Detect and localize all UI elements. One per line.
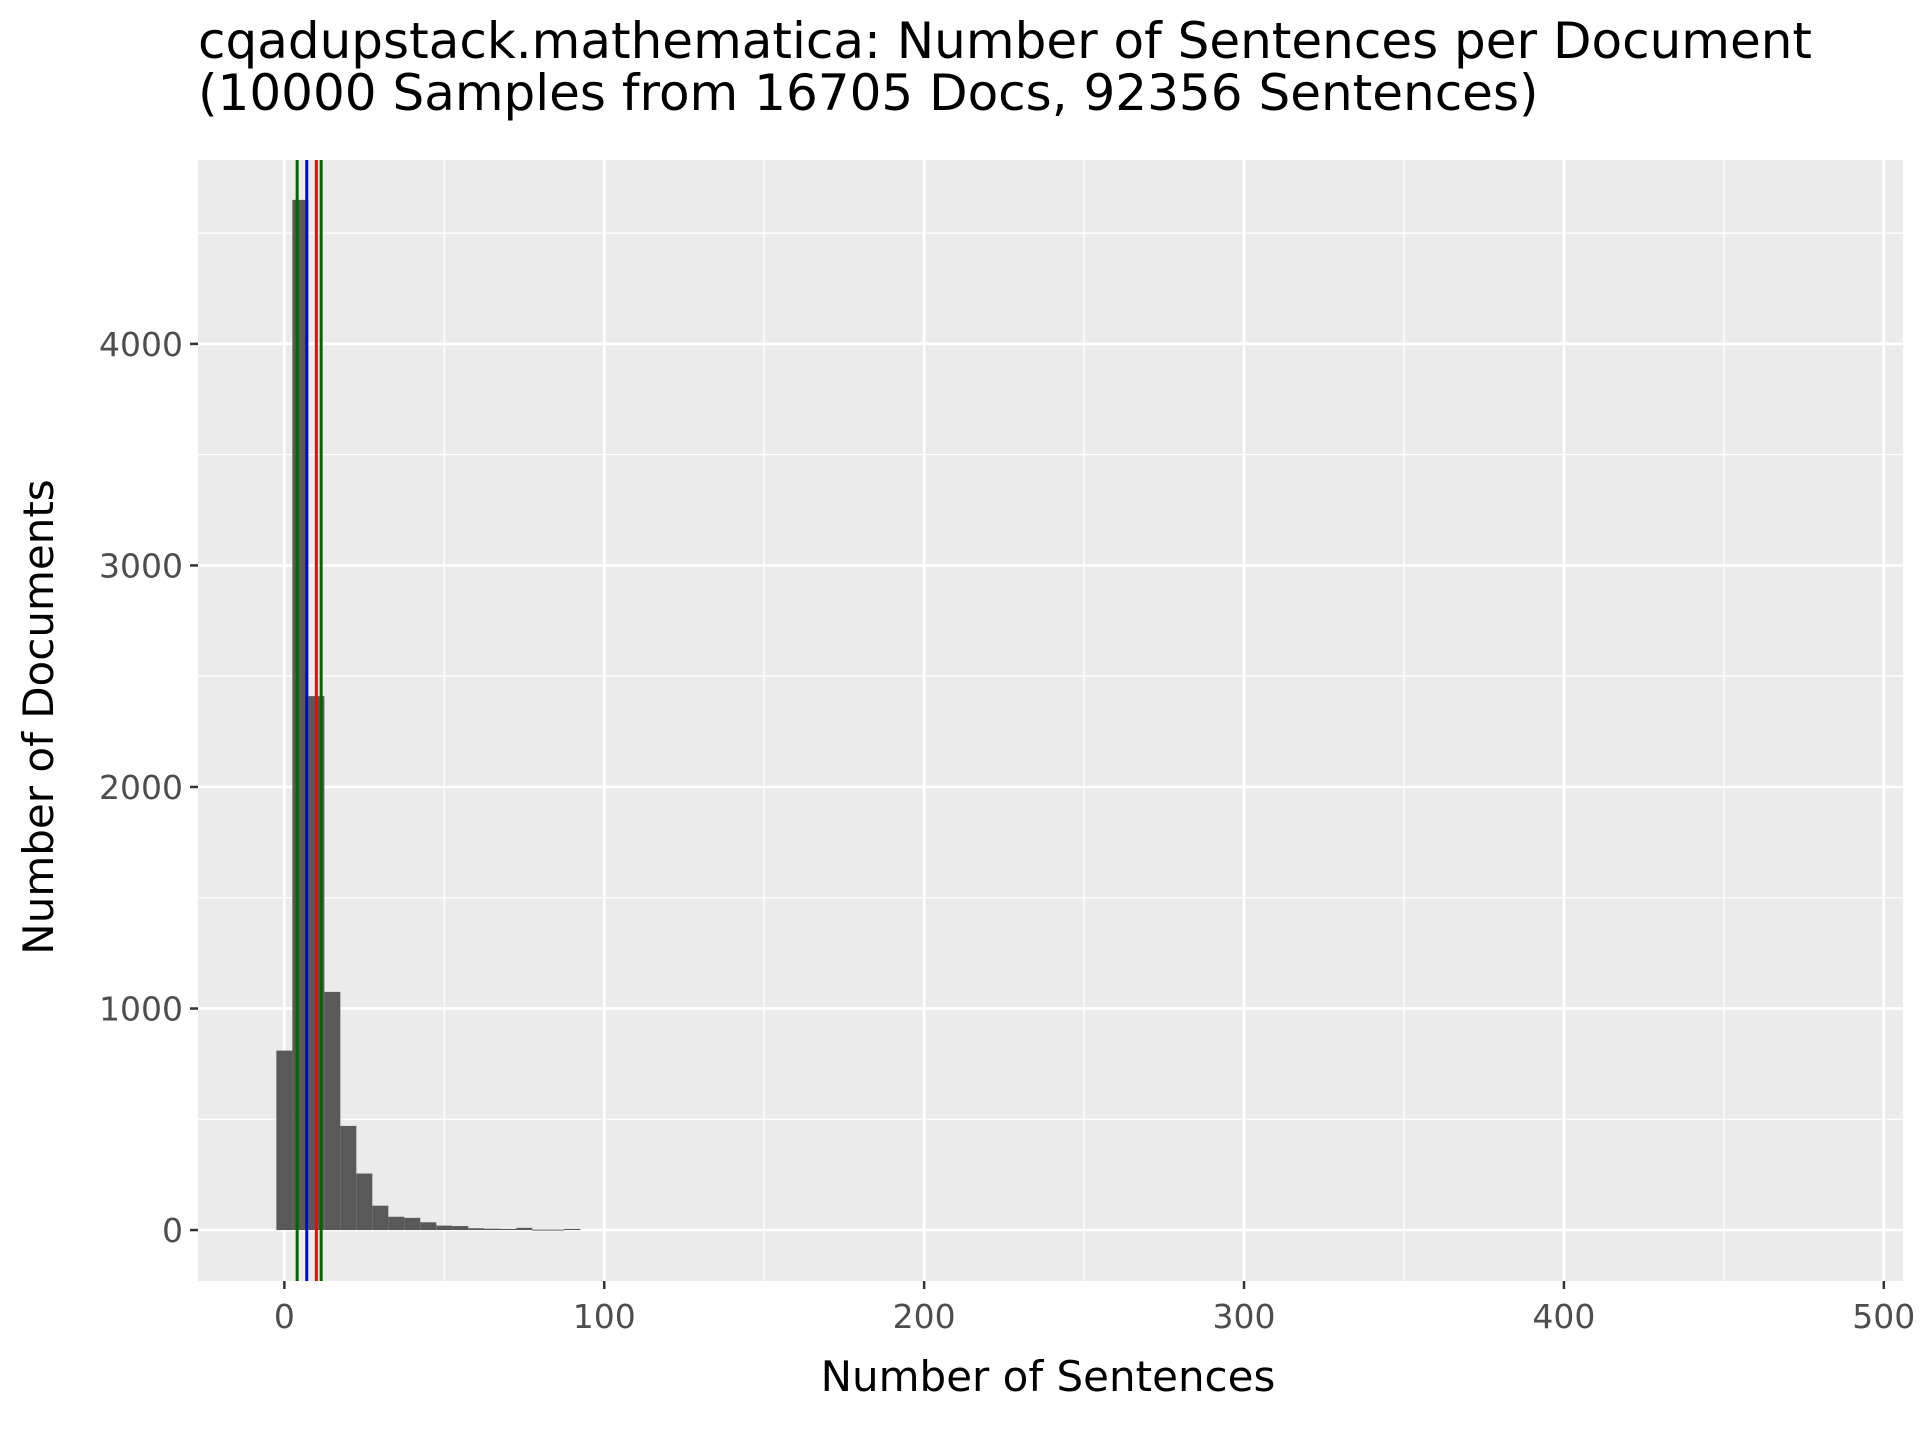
y-tick-label: 0	[162, 1211, 183, 1250]
histogram-bar	[468, 1228, 485, 1231]
histogram-bar	[452, 1226, 469, 1231]
y-axis: 0 1000 2000 3000 4000	[99, 325, 198, 1250]
y-axis-label: Number of Documents	[14, 479, 63, 954]
y-tick-label: 4000	[99, 325, 183, 364]
histogram-bar	[340, 1125, 357, 1231]
histogram-bar	[500, 1228, 517, 1231]
histogram-bar	[388, 1216, 405, 1231]
chart-title-line2: (10000 Samples from 16705 Docs, 92356 Se…	[198, 64, 1539, 122]
histogram-bar	[548, 1229, 565, 1231]
x-tick-label: 400	[1532, 1297, 1595, 1336]
x-axis-label: Number of Sentences	[821, 1352, 1276, 1401]
histogram-bar	[420, 1222, 437, 1231]
y-tick-label: 1000	[99, 990, 183, 1029]
histogram-bar	[324, 991, 341, 1231]
histogram-bar	[356, 1173, 373, 1231]
x-tick-label: 200	[893, 1297, 956, 1336]
y-tick-label: 2000	[99, 768, 183, 807]
histogram-bar	[276, 1050, 293, 1231]
histogram-bar	[484, 1228, 501, 1231]
x-tick-label: 0	[274, 1297, 295, 1336]
histogram-bar	[516, 1227, 533, 1231]
x-axis: 0 100 200 300 400 500	[274, 1281, 1915, 1336]
histogram-bar	[404, 1217, 421, 1231]
summary-lines	[295, 160, 323, 1281]
x-tick-label: 100	[573, 1297, 636, 1336]
panel-background	[198, 160, 1903, 1281]
x-tick-label: 500	[1852, 1297, 1915, 1336]
chart-title-line1: cqadupstack.mathematica: Number of Sente…	[198, 12, 1812, 70]
histogram-bar	[532, 1229, 549, 1231]
y-tick-label: 3000	[99, 546, 183, 585]
histogram-bar	[564, 1228, 581, 1231]
x-tick-label: 300	[1213, 1297, 1276, 1336]
plot-panel	[198, 160, 1903, 1281]
histogram-bar	[372, 1205, 389, 1231]
minor-gridlines	[198, 160, 1903, 1281]
histogram-bar	[436, 1225, 453, 1231]
